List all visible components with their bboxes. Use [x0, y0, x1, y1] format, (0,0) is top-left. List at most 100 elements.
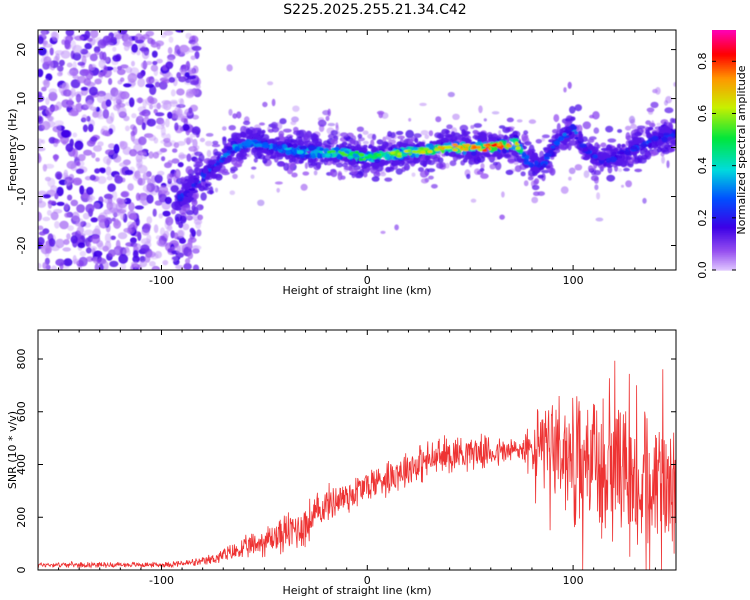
colorbar-step	[712, 116, 736, 119]
ridge-blob	[235, 137, 239, 141]
noise-blob	[250, 174, 255, 179]
ridge-blob	[507, 158, 517, 163]
noise-blob	[63, 258, 73, 267]
ridge-blob	[303, 154, 311, 158]
ridge-blob	[607, 165, 613, 174]
colorbar-step	[712, 172, 736, 175]
noise-blob	[93, 145, 102, 152]
ridge-blob	[504, 153, 511, 158]
colorbar-step	[712, 174, 736, 177]
colorbar-step	[712, 48, 736, 51]
ridge-blob	[456, 154, 465, 159]
noise-blob	[38, 47, 47, 56]
colorbar-step	[712, 242, 736, 245]
noise-blob	[83, 229, 94, 236]
noise-blob	[189, 133, 197, 138]
noise-blob	[642, 197, 647, 204]
ridge-blob	[511, 150, 519, 157]
ridge-blob	[288, 153, 294, 160]
noise-blob	[96, 257, 107, 265]
ridge-blob	[567, 142, 572, 151]
colorbar-step	[712, 182, 736, 185]
ridge-blob	[534, 160, 539, 166]
ridge-peak	[434, 148, 441, 152]
noise-blob	[152, 104, 162, 109]
ridge-blob	[191, 177, 200, 184]
ridge-blob	[436, 133, 445, 139]
ridge-blob	[177, 194, 182, 199]
ridge-blob	[245, 129, 253, 135]
ridge-blob	[642, 143, 649, 148]
noise-blob	[408, 118, 412, 122]
noise-blob	[108, 78, 113, 85]
colorbar-step	[712, 180, 736, 183]
ridge-blob	[600, 142, 607, 148]
colorbar-step	[712, 166, 736, 169]
noise-blob	[141, 228, 150, 236]
colorbar-step	[712, 142, 736, 145]
ridge-blob	[479, 168, 485, 172]
noise-blob	[144, 113, 149, 119]
noise-blob	[156, 43, 161, 50]
noise-blob	[89, 174, 96, 181]
ridge-blob	[661, 136, 668, 143]
noise-blob	[49, 47, 54, 56]
ridge-blob	[269, 148, 274, 155]
noise-blob	[38, 111, 42, 118]
ridge-blob	[192, 191, 199, 200]
colorbar-step	[712, 122, 736, 125]
noise-blob	[67, 225, 74, 232]
ridge-blob	[647, 126, 654, 131]
noise-blob	[535, 139, 542, 144]
ridge-blob	[240, 125, 247, 134]
noise-blob	[304, 162, 308, 169]
noise-blob	[78, 256, 88, 267]
colorbar-step	[712, 254, 736, 257]
noise-blob	[135, 218, 140, 226]
noise-blob	[170, 209, 176, 215]
colorbar-step	[712, 112, 736, 115]
noise-blob	[56, 186, 64, 197]
ridge-blob	[180, 201, 186, 206]
ridge-peak	[507, 144, 512, 148]
noise-blob	[232, 173, 238, 180]
ridge-blob	[241, 151, 248, 157]
colorbar-step	[712, 70, 736, 73]
noise-blob	[141, 49, 150, 60]
y-tick-label: -10	[15, 188, 28, 206]
ridge-peak	[397, 152, 402, 156]
colorbar-step	[712, 66, 736, 69]
ridge-blob	[390, 132, 396, 139]
colorbar-step	[712, 132, 736, 135]
noise-blob	[480, 163, 485, 170]
spectrogram-heatmap	[38, 30, 676, 270]
ridge-blob	[335, 162, 343, 168]
noise-blob	[124, 169, 134, 176]
noise-blob	[71, 40, 77, 51]
noise-blob	[104, 92, 113, 102]
ridge-blob	[578, 131, 583, 135]
ridge-blob	[240, 131, 247, 138]
noise-blob	[77, 61, 86, 66]
noise-blob	[67, 70, 77, 77]
ridge-blob	[549, 167, 556, 176]
colorbar-step	[712, 236, 736, 239]
ridge-peak	[390, 151, 396, 155]
noise-blob	[84, 30, 91, 40]
colorbar-tick-label: 0.6	[696, 105, 709, 123]
noise-blob	[187, 240, 193, 249]
ridge-blob	[562, 132, 567, 137]
ridge-blob	[520, 171, 526, 177]
colorbar-step	[712, 264, 736, 267]
ridge-blob	[221, 148, 228, 153]
ridge-blob	[363, 171, 368, 178]
noise-blob	[158, 213, 164, 219]
noise-blob	[41, 30, 47, 38]
ridge-blob	[545, 165, 551, 169]
noise-blob	[190, 55, 196, 61]
noise-blob	[335, 122, 339, 129]
noise-blob	[54, 120, 64, 127]
noise-blob	[45, 107, 53, 116]
colorbar-step	[712, 126, 736, 129]
colorbar-step	[712, 224, 736, 227]
